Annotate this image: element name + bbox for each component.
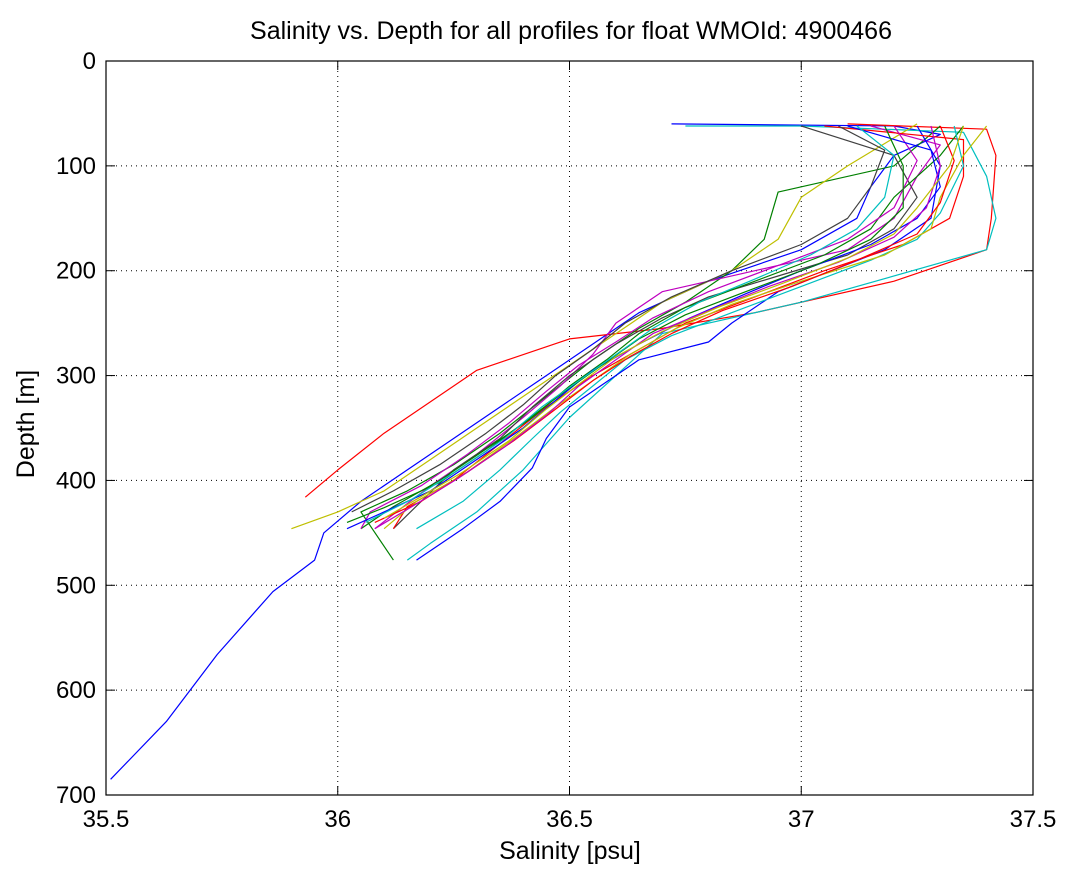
profile-lines xyxy=(110,123,997,780)
y-tick-label: 100 xyxy=(56,153,96,180)
chart-title: Salinity vs. Depth for all profiles for … xyxy=(250,17,892,45)
x-tick-label: 36.5 xyxy=(546,806,593,833)
y-tick-label: 500 xyxy=(56,572,96,599)
profile-line-1 xyxy=(110,123,941,780)
profile-line-3 xyxy=(406,125,997,561)
x-tick-label: 37.5 xyxy=(1010,806,1057,833)
y-axis-title: Depth [m] xyxy=(12,370,40,478)
profile-line-12 xyxy=(360,125,918,529)
x-axis-title: Salinity [psu] xyxy=(499,837,641,865)
profile-line-6 xyxy=(374,125,941,530)
y-tick-label: 600 xyxy=(56,677,96,704)
x-tick-label: 37 xyxy=(788,806,815,833)
y-tick-label: 400 xyxy=(56,467,96,494)
x-tick-label: 36 xyxy=(324,806,351,833)
y-tick-labels: 0 100 200 300 400 500 600 700 xyxy=(56,48,96,809)
y-tick-label: 700 xyxy=(56,782,96,809)
profile-line-8 xyxy=(416,125,941,561)
x-tick-labels: 35.5 36 36.5 37 37.5 xyxy=(83,806,1057,833)
profile-line-7 xyxy=(392,125,918,530)
y-tick-label: 200 xyxy=(56,258,96,285)
y-tick-label: 300 xyxy=(56,363,96,390)
profile-line-18 xyxy=(365,125,895,523)
axis-ticks xyxy=(105,60,1034,796)
x-tick-label: 35.5 xyxy=(83,806,130,833)
profile-line-10 xyxy=(360,125,964,530)
profile-line-14 xyxy=(351,125,886,513)
y-tick-label: 0 xyxy=(83,48,96,75)
profile-line-20 xyxy=(383,125,965,519)
profile-line-19 xyxy=(374,125,941,530)
